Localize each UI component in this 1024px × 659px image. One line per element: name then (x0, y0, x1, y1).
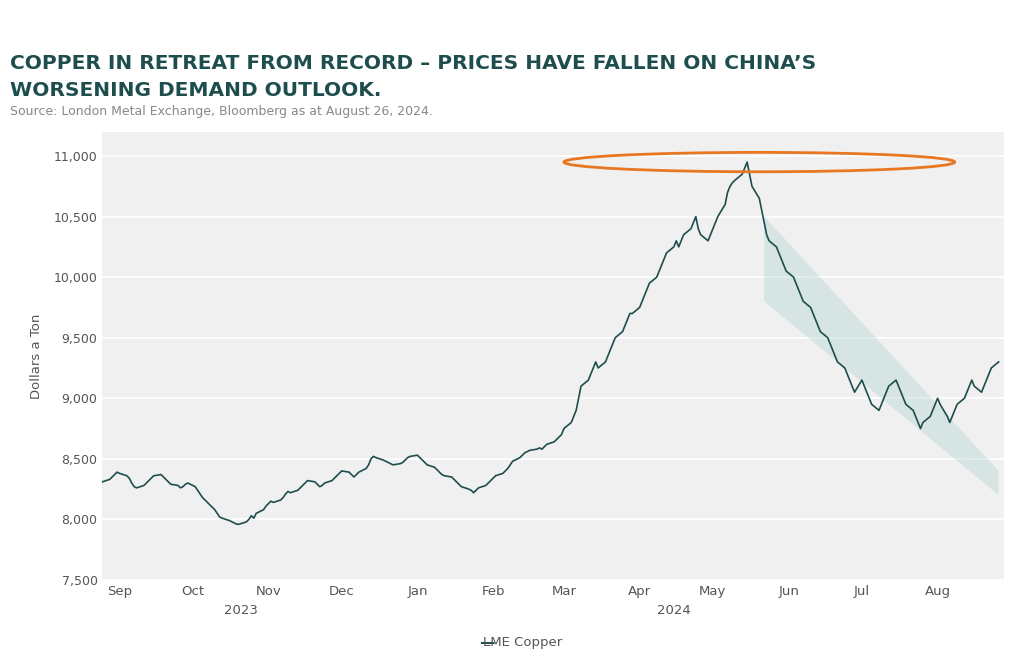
Text: LME Copper: LME Copper (482, 636, 562, 649)
Text: —: — (478, 635, 495, 650)
Text: Source: London Metal Exchange, Bloomberg as at August 26, 2024.: Source: London Metal Exchange, Bloomberg… (10, 105, 433, 119)
Polygon shape (764, 217, 998, 495)
Y-axis label: Dollars a Ton: Dollars a Ton (30, 313, 43, 399)
Text: 2024: 2024 (657, 604, 690, 617)
Text: COPPER IN RETREAT FROM RECORD – PRICES HAVE FALLEN ON CHINA’S: COPPER IN RETREAT FROM RECORD – PRICES H… (10, 54, 816, 73)
Text: WORSENING DEMAND OUTLOOK.: WORSENING DEMAND OUTLOOK. (10, 80, 382, 100)
Text: 2023: 2023 (223, 604, 258, 617)
